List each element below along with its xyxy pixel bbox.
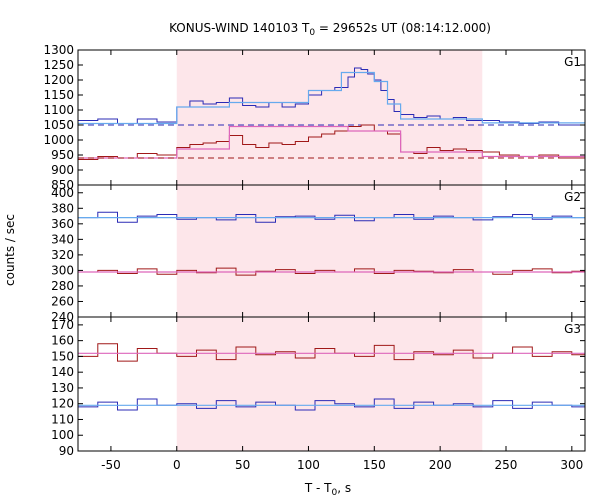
- series-layer: [78, 67, 586, 411]
- y-tick-label: 120: [51, 397, 74, 411]
- y-tick-label: 850: [51, 178, 74, 192]
- panel-g2-series-0: [78, 211, 586, 223]
- x-tick-label: 0: [173, 458, 181, 472]
- y-tick-label: 1200: [43, 73, 74, 87]
- y-tick-label: 400: [51, 186, 74, 200]
- y-tick-label: 260: [51, 294, 74, 308]
- text-layer: KONUS-WIND 140103 T0 = 29652s UT (08:14:…: [3, 21, 583, 498]
- chart-title: KONUS-WIND 140103 T0 = 29652s UT (08:14:…: [169, 21, 491, 38]
- panel-label: G2: [564, 190, 581, 204]
- x-tick-label: 250: [495, 458, 518, 472]
- y-axis-label: counts / sec: [3, 214, 17, 286]
- y-tick-label: 150: [51, 349, 74, 363]
- y-tick-label: 1300: [43, 43, 74, 57]
- y-tick-label: 160: [51, 334, 74, 348]
- y-tick-label: 1250: [43, 58, 74, 72]
- y-tick-label: 900: [51, 163, 74, 177]
- y-tick-label: 360: [51, 217, 74, 231]
- y-tick-label: 240: [51, 310, 74, 324]
- x-tick-label: 200: [429, 458, 452, 472]
- panel-label: G3: [564, 322, 581, 336]
- y-tick-label: 1100: [43, 103, 74, 117]
- x-tick-label: 50: [235, 458, 250, 472]
- y-tick-label: 140: [51, 365, 74, 379]
- y-tick-label: 110: [51, 412, 74, 426]
- x-axis-label: T - T0, s: [304, 481, 351, 498]
- y-tick-label: 340: [51, 232, 74, 246]
- y-tick-label: 300: [51, 263, 74, 277]
- panel-g3-frame: [77, 316, 586, 452]
- y-tick-label: 380: [51, 201, 74, 215]
- y-tick-label: 280: [51, 279, 74, 293]
- y-tick-label: 100: [51, 428, 74, 442]
- y-tick-label: 950: [51, 148, 74, 162]
- x-tick-label: 300: [560, 458, 583, 472]
- y-tick-label: 130: [51, 381, 74, 395]
- y-tick-label: 1150: [43, 88, 74, 102]
- x-tick-label: -50: [101, 458, 121, 472]
- y-tick-label: 320: [51, 248, 74, 262]
- shade-layer: [176, 50, 483, 451]
- y-tick-label: 1000: [43, 133, 74, 147]
- panel-g1-series-0: [78, 67, 586, 126]
- panel-g1-series-3: [78, 124, 586, 160]
- y-tick-label: 1050: [43, 118, 74, 132]
- frame-layer: [77, 49, 586, 452]
- y-tick-label: 90: [59, 444, 74, 458]
- shaded-interval: [176, 50, 483, 451]
- x-tick-label: 150: [363, 458, 386, 472]
- panel-label: G1: [564, 55, 581, 69]
- panel-g1-series-4: [78, 125, 585, 159]
- panel-g1-series-1: [78, 71, 585, 125]
- y-tick-label: 170: [51, 318, 74, 332]
- x-tick-label: 100: [297, 458, 320, 472]
